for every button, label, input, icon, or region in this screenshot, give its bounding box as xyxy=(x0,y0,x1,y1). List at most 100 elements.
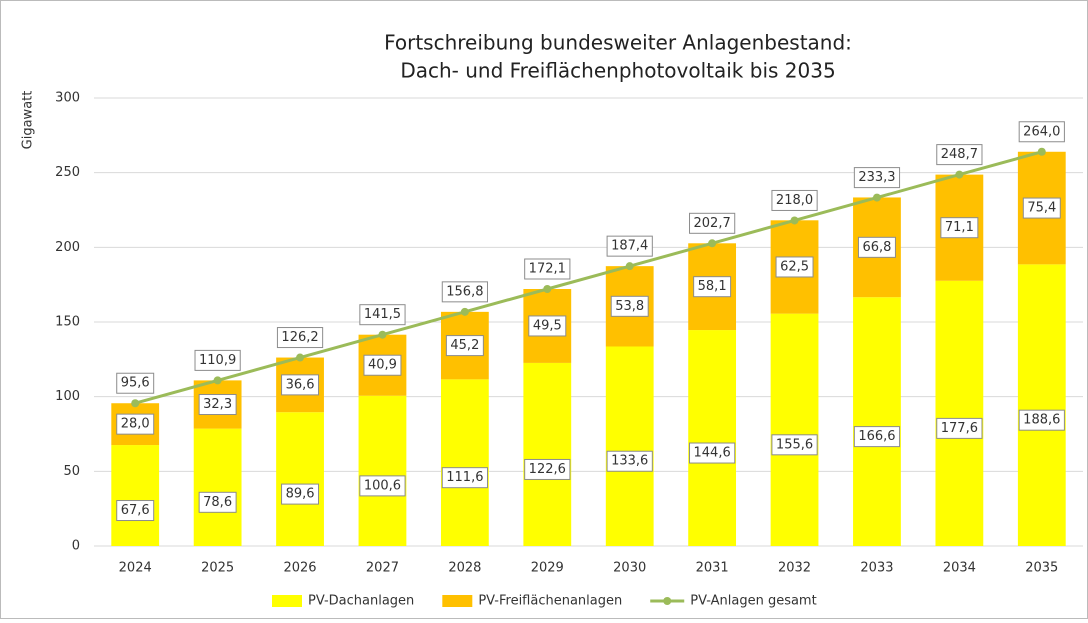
data-label-box xyxy=(281,483,320,505)
data-label: 66,8 xyxy=(862,240,891,255)
bar xyxy=(440,379,489,546)
data-label: 233,3 xyxy=(858,170,895,185)
y-tick-label: 100 xyxy=(55,389,80,404)
data-label: 166,6 xyxy=(858,429,895,444)
line-point xyxy=(296,353,305,362)
data-label: 133,6 xyxy=(611,454,648,469)
line-point xyxy=(625,262,634,271)
data-label: 177,6 xyxy=(941,421,978,436)
data-label: 218,0 xyxy=(776,193,813,208)
data-label: 172,1 xyxy=(529,261,566,276)
data-label: 141,5 xyxy=(364,307,401,322)
data-label: 45,2 xyxy=(450,338,479,353)
bar xyxy=(935,280,984,546)
line-point xyxy=(378,330,387,339)
chart-title: Dach- und Freiflächenphotovoltaik bis 20… xyxy=(400,59,835,83)
data-label-box xyxy=(606,450,653,472)
data-label: 95,6 xyxy=(121,376,150,391)
bar xyxy=(770,313,819,546)
x-tick-label: 2034 xyxy=(943,561,976,576)
data-label: 49,5 xyxy=(533,318,562,333)
bar xyxy=(111,445,160,546)
legend-label: PV-Dachanlagen xyxy=(308,594,414,609)
x-tick-label: 2026 xyxy=(283,561,316,576)
y-axis-label: Gigawatt xyxy=(21,91,36,150)
data-label-box xyxy=(771,189,818,211)
x-tick-label: 2031 xyxy=(696,561,729,576)
line-point xyxy=(460,307,469,316)
legend-swatch xyxy=(442,595,473,607)
data-label-box xyxy=(363,354,402,376)
data-label-box xyxy=(441,467,488,489)
data-label-box xyxy=(194,349,241,371)
data-label-box xyxy=(198,491,237,513)
data-label-box xyxy=(198,394,237,416)
data-label: 28,0 xyxy=(121,417,150,432)
x-tick-label: 2033 xyxy=(860,561,893,576)
bar xyxy=(688,330,737,546)
line xyxy=(134,150,1043,405)
data-label: 62,5 xyxy=(780,259,809,274)
data-label: 36,6 xyxy=(286,377,315,392)
line-point xyxy=(131,399,140,408)
line-point xyxy=(872,193,881,202)
x-tick-label: 2025 xyxy=(201,561,234,576)
data-label: 67,6 xyxy=(121,503,150,518)
data-label-box xyxy=(936,417,983,439)
y-tick-label: 200 xyxy=(55,240,80,255)
bar xyxy=(276,412,324,546)
data-label-box xyxy=(771,434,818,456)
y-tick-label: 250 xyxy=(55,165,80,180)
data-label-box xyxy=(359,475,406,497)
data-label-box xyxy=(445,335,484,357)
x-tick-label: 2028 xyxy=(448,561,481,576)
line-point xyxy=(213,376,222,385)
data-label-box xyxy=(936,144,983,166)
data-label: 144,6 xyxy=(694,446,731,461)
data-label: 75,4 xyxy=(1027,201,1056,216)
line-point xyxy=(790,216,799,225)
legend-swatch xyxy=(272,595,302,607)
data-label: 202,7 xyxy=(694,216,731,231)
data-label-box xyxy=(693,276,732,298)
data-label: 71,1 xyxy=(945,220,974,235)
legend-swatch xyxy=(663,597,672,605)
data-label: 156,8 xyxy=(446,284,483,299)
data-label-box xyxy=(116,372,155,394)
data-label: 111,6 xyxy=(446,470,483,485)
line-point xyxy=(708,239,717,248)
data-label-box xyxy=(857,236,896,258)
bar xyxy=(193,428,242,546)
data-label-box xyxy=(610,295,649,317)
x-tick-label: 2027 xyxy=(366,561,399,576)
legend-label: PV-Freiflächenanlagen xyxy=(478,594,622,609)
data-label: 122,6 xyxy=(529,462,566,477)
x-tick-label: 2024 xyxy=(119,561,152,576)
x-tick-label: 2029 xyxy=(531,561,564,576)
legend-label: PV-Anlagen gesamt xyxy=(690,594,816,609)
data-label: 53,8 xyxy=(615,299,644,314)
data-label-box xyxy=(1018,409,1065,431)
data-label-box xyxy=(940,217,979,239)
data-label-box xyxy=(281,374,320,396)
data-label: 100,6 xyxy=(364,478,401,493)
data-label-box xyxy=(116,500,155,522)
data-label: 126,2 xyxy=(281,330,318,345)
data-label: 32,3 xyxy=(203,397,232,412)
data-label-box xyxy=(1018,121,1065,143)
data-label-box xyxy=(689,442,736,464)
data-label: 188,6 xyxy=(1023,413,1060,428)
data-label: 110,9 xyxy=(199,353,236,368)
bar xyxy=(853,297,901,546)
bar xyxy=(358,395,407,546)
line-point xyxy=(1037,147,1046,156)
line-point xyxy=(543,284,552,293)
y-tick-label: 300 xyxy=(55,91,80,106)
data-label-box xyxy=(359,304,406,326)
data-label: 89,6 xyxy=(286,487,315,502)
data-label-box xyxy=(853,426,901,448)
data-label-box xyxy=(853,167,901,189)
data-label-box xyxy=(606,235,653,257)
y-tick-label: 0 xyxy=(72,539,80,554)
